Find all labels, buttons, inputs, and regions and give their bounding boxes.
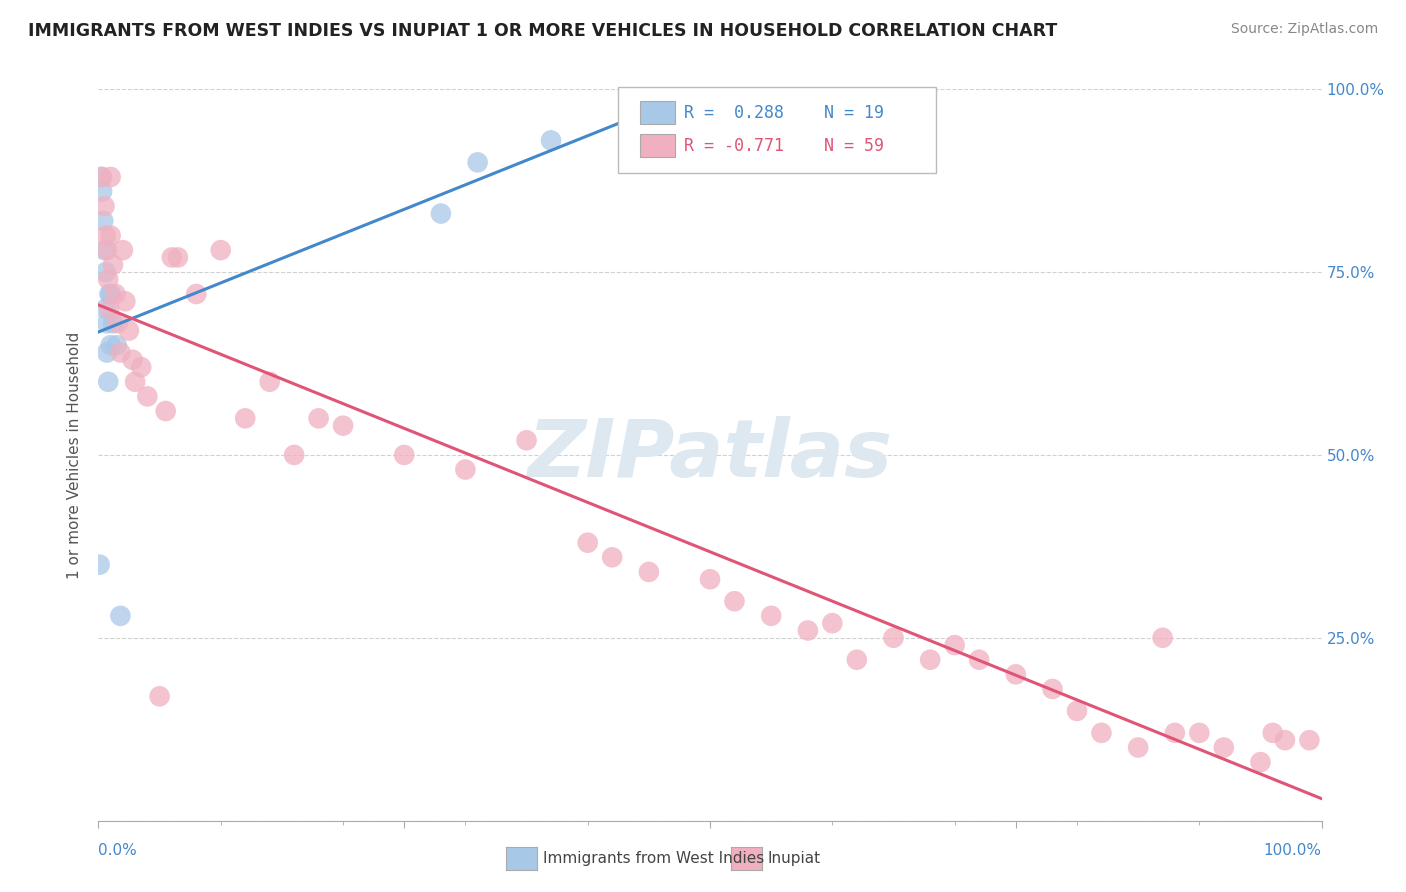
Point	[89, 558, 111, 572]
Point	[209, 243, 232, 257]
FancyBboxPatch shape	[619, 87, 936, 173]
Point	[90, 169, 112, 184]
Point	[110, 345, 132, 359]
Point	[111, 243, 134, 257]
Text: 0.0%: 0.0%	[98, 843, 138, 858]
Point	[91, 169, 114, 184]
Point	[149, 690, 172, 704]
Point	[883, 631, 905, 645]
Point	[967, 653, 990, 667]
Point	[600, 550, 623, 565]
Point	[97, 272, 120, 286]
Point	[136, 389, 159, 403]
Point	[124, 375, 146, 389]
Point	[699, 572, 721, 586]
Point	[100, 228, 122, 243]
Point	[515, 434, 537, 448]
Text: Immigrants from West Indies: Immigrants from West Indies	[543, 851, 763, 865]
Point	[761, 608, 783, 623]
Point	[94, 228, 117, 243]
Point	[96, 243, 118, 257]
Point	[1164, 726, 1187, 740]
Point	[1128, 740, 1150, 755]
Point	[467, 155, 489, 169]
Point	[1042, 681, 1064, 696]
Point	[100, 287, 122, 301]
Point	[540, 133, 562, 147]
Point	[105, 338, 128, 352]
Point	[101, 258, 124, 272]
Point	[1298, 733, 1320, 747]
Point	[723, 594, 745, 608]
Point	[259, 375, 281, 389]
Point	[91, 185, 114, 199]
Point	[129, 360, 152, 375]
Point	[114, 294, 136, 309]
Point	[392, 448, 416, 462]
Point	[97, 375, 120, 389]
Point	[308, 411, 330, 425]
Point	[96, 316, 118, 330]
Point	[1274, 733, 1296, 747]
Point	[943, 638, 966, 652]
Text: IMMIGRANTS FROM WEST INDIES VS INUPIAT 1 OR MORE VEHICLES IN HOUSEHOLD CORRELATI: IMMIGRANTS FROM WEST INDIES VS INUPIAT 1…	[28, 22, 1057, 40]
Point	[233, 411, 256, 425]
Y-axis label: 1 or more Vehicles in Household: 1 or more Vehicles in Household	[67, 331, 83, 579]
Point	[104, 287, 127, 301]
Point	[91, 214, 114, 228]
Point	[283, 448, 305, 462]
Point	[93, 243, 115, 257]
Point	[576, 535, 599, 549]
Text: Source: ZipAtlas.com: Source: ZipAtlas.com	[1230, 22, 1378, 37]
Point	[821, 616, 844, 631]
Point	[100, 338, 122, 352]
Point	[93, 199, 115, 213]
Point	[186, 287, 208, 301]
Point	[167, 251, 190, 265]
Point	[96, 345, 118, 359]
Point	[121, 352, 143, 367]
Point	[1249, 755, 1271, 769]
Point	[332, 418, 354, 433]
Bar	[640, 101, 675, 124]
Point	[118, 324, 141, 338]
Point	[160, 251, 183, 265]
Point	[98, 301, 121, 316]
Point	[1188, 726, 1211, 740]
Point	[155, 404, 177, 418]
Point	[1090, 726, 1112, 740]
Point	[98, 287, 121, 301]
Point	[1066, 704, 1088, 718]
Bar	[640, 134, 675, 157]
Point	[1212, 740, 1234, 755]
Text: R = -0.771    N = 59: R = -0.771 N = 59	[685, 136, 884, 154]
Text: 100.0%: 100.0%	[1264, 843, 1322, 858]
Point	[94, 301, 117, 316]
Point	[797, 624, 820, 638]
Point	[94, 265, 117, 279]
Point	[110, 608, 132, 623]
Point	[920, 653, 942, 667]
Text: R =  0.288    N = 19: R = 0.288 N = 19	[685, 103, 884, 121]
Point	[101, 316, 124, 330]
Point	[100, 169, 122, 184]
Point	[107, 316, 129, 330]
Point	[1152, 631, 1174, 645]
Point	[454, 462, 477, 476]
Text: ZIPatlas: ZIPatlas	[527, 416, 893, 494]
Point	[638, 565, 661, 579]
Point	[1261, 726, 1284, 740]
Point	[430, 206, 453, 220]
Point	[845, 653, 868, 667]
Text: Inupiat: Inupiat	[768, 851, 821, 865]
Point	[1004, 667, 1026, 681]
